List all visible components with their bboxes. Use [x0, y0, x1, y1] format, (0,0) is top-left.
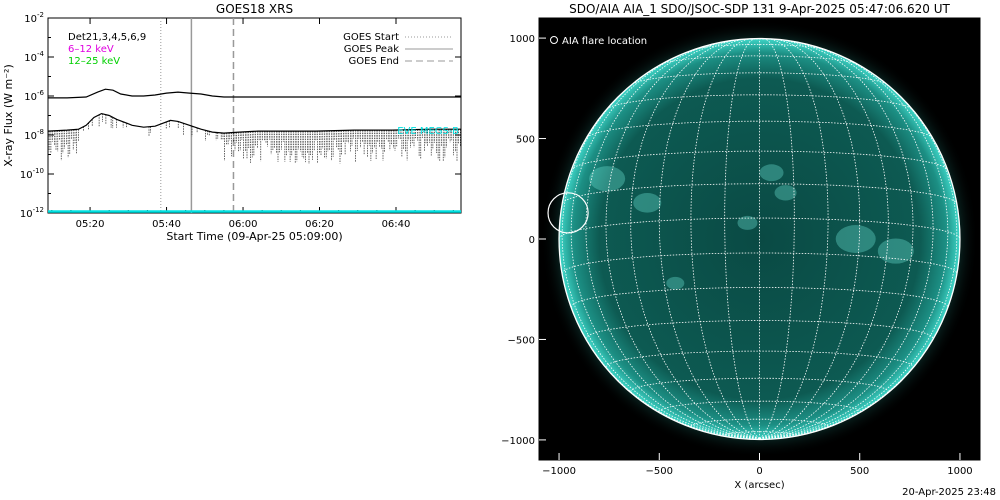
legend-right-item: GOES Start — [343, 32, 399, 43]
legend-right-item: GOES Peak — [344, 44, 399, 55]
footer-timestamp: 20-Apr-2025 23:48 — [902, 487, 996, 498]
longitude-line — [759, 38, 795, 439]
x-tick-label: 05:20 — [76, 219, 105, 230]
y-tick-label: 10-8 — [24, 128, 44, 142]
y-tick-label: 10-10 — [20, 167, 44, 181]
chart-title: GOES18 XRS — [216, 2, 293, 16]
longitude-line — [630, 39, 760, 439]
goes-long-line — [48, 88, 461, 99]
active-region — [877, 238, 914, 264]
legend-left-item: 12–25 keV — [68, 56, 120, 67]
active-region — [835, 225, 876, 253]
aia-title: SDO/AIA AIA_1 SDO/JSOC-SDP 131 9-Apr-202… — [569, 2, 950, 16]
goes-short-line — [47, 112, 461, 134]
longitude-line — [724, 38, 760, 439]
active-regions — [589, 164, 914, 290]
longitude-line — [759, 38, 829, 439]
x-tick-label: 06:00 — [229, 219, 258, 230]
latitude-line — [606, 94, 913, 110]
eve-annotation: EVE MEGS-B — [397, 126, 459, 137]
longitude-line — [759, 40, 914, 439]
active-region — [666, 276, 685, 290]
latitude-line — [562, 183, 957, 204]
y-tick-label: 0 — [529, 235, 535, 246]
x-tick-label: 0 — [756, 466, 762, 477]
x-axis-label: Start Time (09-Apr-25 05:09:00) — [166, 230, 342, 243]
longitude-line — [759, 39, 889, 439]
x-tick-label: −1000 — [542, 466, 576, 477]
goes-xrs-chart: GOES18 XRS 10-2 10-4 10-6 10-8 10-10 10-12 05:2… — [2, 2, 462, 243]
y-tick-label: −500 — [508, 335, 535, 346]
longitude-line — [759, 46, 949, 439]
x-tick-label: −500 — [646, 466, 673, 477]
longitude-line — [605, 40, 760, 439]
longitude-line — [561, 69, 760, 439]
solar-limb — [558, 37, 961, 441]
goes-short-noise — [48, 113, 461, 164]
x-tick-label: 1000 — [947, 466, 972, 477]
active-region — [774, 185, 797, 201]
flare-location-circle — [547, 192, 589, 234]
x-tick-label: 05:40 — [152, 219, 181, 230]
latitude-line — [585, 320, 934, 339]
latitude-line — [661, 55, 858, 65]
x-tick-label: 500 — [850, 466, 869, 477]
y-tick-label: 10-12 — [20, 206, 44, 220]
y-tick-label: 10-6 — [24, 89, 44, 103]
longitude-line — [570, 46, 760, 439]
longitude-line — [585, 41, 760, 439]
y-tick-label: 1000 — [510, 34, 535, 45]
latitude-line — [571, 150, 948, 171]
latitude-line — [586, 120, 933, 138]
aia-sun-image: SDO/AIA AIA_1 SDO/JSOC-SDP 131 9-Apr-202… — [501, 2, 981, 491]
legend-right-item: GOES End — [349, 56, 399, 67]
active-region — [737, 215, 758, 230]
y-tick-label: −1000 — [501, 436, 535, 447]
active-region — [589, 166, 626, 192]
x-axis-label: X (arcsec) — [734, 480, 784, 491]
active-region — [633, 193, 662, 213]
legend-marker — [550, 36, 558, 44]
y-axis-label: X-ray Flux (W m⁻²) — [2, 64, 15, 166]
latitude-line — [559, 217, 960, 240]
y-tick-label: 10-2 — [24, 11, 44, 25]
aia-legend: AIA flare location — [562, 36, 647, 47]
active-region — [759, 164, 784, 182]
longitude-line — [759, 41, 934, 439]
y-tick-label: 500 — [516, 135, 535, 146]
x-tick-label: 06:20 — [305, 219, 334, 230]
x-tick-label: 06:40 — [382, 219, 411, 230]
legend-left-item: Det21,3,4,5,6,9 — [68, 32, 146, 43]
legend-left-item: 6–12 keV — [68, 44, 114, 55]
y-tick-label: 10-4 — [24, 50, 44, 64]
longitude-line — [759, 69, 958, 439]
longitude-line — [690, 38, 760, 439]
